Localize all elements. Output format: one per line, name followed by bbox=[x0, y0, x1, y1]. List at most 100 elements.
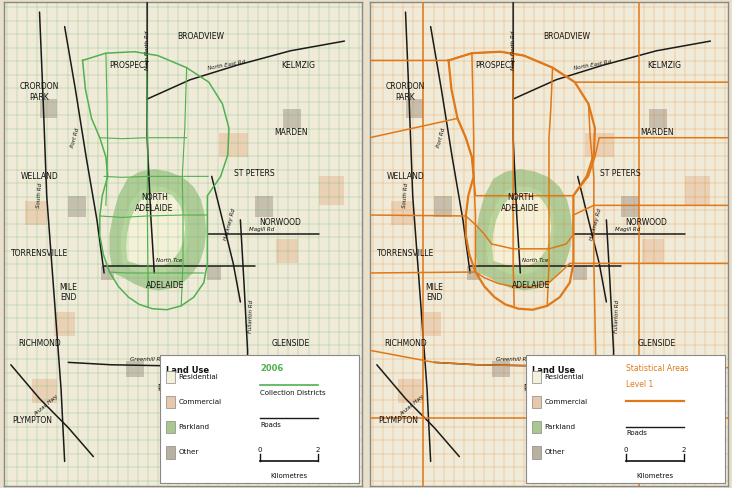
Bar bbox=[166, 447, 175, 459]
Text: Commercial: Commercial bbox=[179, 399, 222, 405]
Polygon shape bbox=[298, 360, 319, 389]
Text: Main North Rd: Main North Rd bbox=[511, 31, 515, 70]
Text: PROSPECT: PROSPECT bbox=[475, 61, 515, 70]
Polygon shape bbox=[649, 109, 668, 128]
Text: Magill Rd: Magill Rd bbox=[250, 227, 274, 232]
Text: Main North Rd: Main North Rd bbox=[145, 31, 149, 70]
Text: WELLAND: WELLAND bbox=[386, 172, 425, 181]
Text: GLENSIDE: GLENSIDE bbox=[638, 339, 676, 347]
Text: Anzac Hwy: Anzac Hwy bbox=[400, 394, 426, 417]
Polygon shape bbox=[40, 99, 57, 119]
Text: RICHMOND: RICHMOND bbox=[384, 339, 427, 347]
Polygon shape bbox=[398, 379, 423, 404]
Text: Statistical Areas: Statistical Areas bbox=[626, 364, 689, 373]
Polygon shape bbox=[126, 361, 143, 377]
Text: Fullarton Rd: Fullarton Rd bbox=[614, 300, 620, 333]
Text: KELMZIG: KELMZIG bbox=[647, 61, 681, 70]
Bar bbox=[532, 421, 541, 433]
Text: ST PETERS: ST PETERS bbox=[600, 169, 641, 179]
Text: Hackney Rd: Hackney Rd bbox=[223, 208, 236, 241]
Text: BROADVIEW: BROADVIEW bbox=[543, 32, 591, 41]
Text: MILE
END: MILE END bbox=[425, 283, 443, 302]
Text: PROSPECT: PROSPECT bbox=[109, 61, 149, 70]
Text: South Rd: South Rd bbox=[36, 183, 43, 208]
Polygon shape bbox=[476, 169, 572, 290]
Bar bbox=[166, 421, 175, 433]
Text: NORWOOD: NORWOOD bbox=[625, 218, 667, 227]
Text: Level 1: Level 1 bbox=[626, 380, 654, 389]
Text: TORRENSVILLE: TORRENSVILLE bbox=[377, 249, 434, 258]
Polygon shape bbox=[685, 176, 710, 205]
Polygon shape bbox=[420, 312, 441, 336]
Text: Kilometres: Kilometres bbox=[636, 473, 673, 480]
Polygon shape bbox=[255, 196, 272, 218]
Text: PLYMPTON: PLYMPTON bbox=[12, 416, 53, 425]
Polygon shape bbox=[207, 266, 221, 280]
Text: South Rd: South Rd bbox=[402, 183, 409, 208]
Text: Parkland: Parkland bbox=[179, 425, 210, 430]
Text: Magill Rd: Magill Rd bbox=[616, 227, 640, 232]
Text: North Tce: North Tce bbox=[155, 259, 182, 264]
Text: Anzac Hwy: Anzac Hwy bbox=[34, 394, 60, 417]
Text: NORWOOD: NORWOOD bbox=[259, 218, 301, 227]
Text: ADELAIDE: ADELAIDE bbox=[512, 281, 550, 289]
Text: 2: 2 bbox=[315, 447, 320, 453]
Text: MILE
END: MILE END bbox=[59, 283, 77, 302]
Polygon shape bbox=[573, 266, 587, 280]
Polygon shape bbox=[283, 109, 302, 128]
Text: Kilometres: Kilometres bbox=[270, 473, 307, 480]
Text: Land Use: Land Use bbox=[532, 366, 575, 375]
Polygon shape bbox=[585, 133, 613, 157]
Text: Other: Other bbox=[179, 449, 199, 455]
Text: MARDEN: MARDEN bbox=[274, 128, 307, 138]
Text: KELMZIG: KELMZIG bbox=[281, 61, 315, 70]
Bar bbox=[532, 371, 541, 383]
Polygon shape bbox=[25, 201, 47, 224]
Text: North East Rd: North East Rd bbox=[573, 60, 611, 71]
Polygon shape bbox=[127, 192, 185, 267]
Text: 2: 2 bbox=[681, 447, 686, 453]
Text: Roads: Roads bbox=[260, 422, 281, 428]
Text: Fullarton Rd: Fullarton Rd bbox=[248, 300, 254, 333]
Text: Port Rd: Port Rd bbox=[70, 127, 81, 148]
Bar bbox=[166, 396, 175, 408]
Polygon shape bbox=[219, 133, 247, 157]
Text: Roads: Roads bbox=[626, 430, 647, 436]
Text: Hackney Rd: Hackney Rd bbox=[589, 208, 602, 241]
Text: GLENSIDE: GLENSIDE bbox=[272, 339, 310, 347]
Text: PARKSIDE: PARKSIDE bbox=[157, 385, 195, 393]
Polygon shape bbox=[121, 186, 190, 275]
Polygon shape bbox=[276, 239, 298, 264]
Polygon shape bbox=[100, 266, 114, 280]
Polygon shape bbox=[642, 239, 664, 264]
Text: Land Use: Land Use bbox=[166, 366, 209, 375]
Polygon shape bbox=[391, 201, 413, 224]
Bar bbox=[532, 396, 541, 408]
Polygon shape bbox=[621, 196, 638, 218]
Polygon shape bbox=[466, 266, 480, 280]
Text: 0: 0 bbox=[258, 447, 262, 453]
Text: NORTH
ADELAIDE: NORTH ADELAIDE bbox=[501, 193, 539, 213]
Polygon shape bbox=[54, 312, 75, 336]
Text: TORRENSVILLE: TORRENSVILLE bbox=[11, 249, 68, 258]
Text: Other: Other bbox=[545, 449, 565, 455]
Text: BROADVIEW: BROADVIEW bbox=[177, 32, 225, 41]
Text: Collection Districts: Collection Districts bbox=[260, 390, 326, 396]
Text: Port Rd: Port Rd bbox=[436, 127, 447, 148]
Text: RICHMOND: RICHMOND bbox=[18, 339, 61, 347]
Polygon shape bbox=[493, 192, 551, 267]
Polygon shape bbox=[32, 379, 57, 404]
Text: North East Rd: North East Rd bbox=[207, 60, 245, 71]
Polygon shape bbox=[492, 361, 509, 377]
Polygon shape bbox=[487, 186, 556, 275]
Text: Residential: Residential bbox=[545, 374, 584, 380]
Polygon shape bbox=[319, 176, 344, 205]
Text: Greenhill Rd: Greenhill Rd bbox=[130, 357, 164, 363]
Polygon shape bbox=[406, 99, 423, 119]
Polygon shape bbox=[110, 169, 206, 290]
Text: 0: 0 bbox=[624, 447, 628, 453]
Text: PARKSIDE: PARKSIDE bbox=[523, 385, 561, 393]
Text: MARDEN: MARDEN bbox=[640, 128, 673, 138]
Text: WELLAND: WELLAND bbox=[20, 172, 59, 181]
Text: Greenhill Rd: Greenhill Rd bbox=[496, 357, 530, 363]
